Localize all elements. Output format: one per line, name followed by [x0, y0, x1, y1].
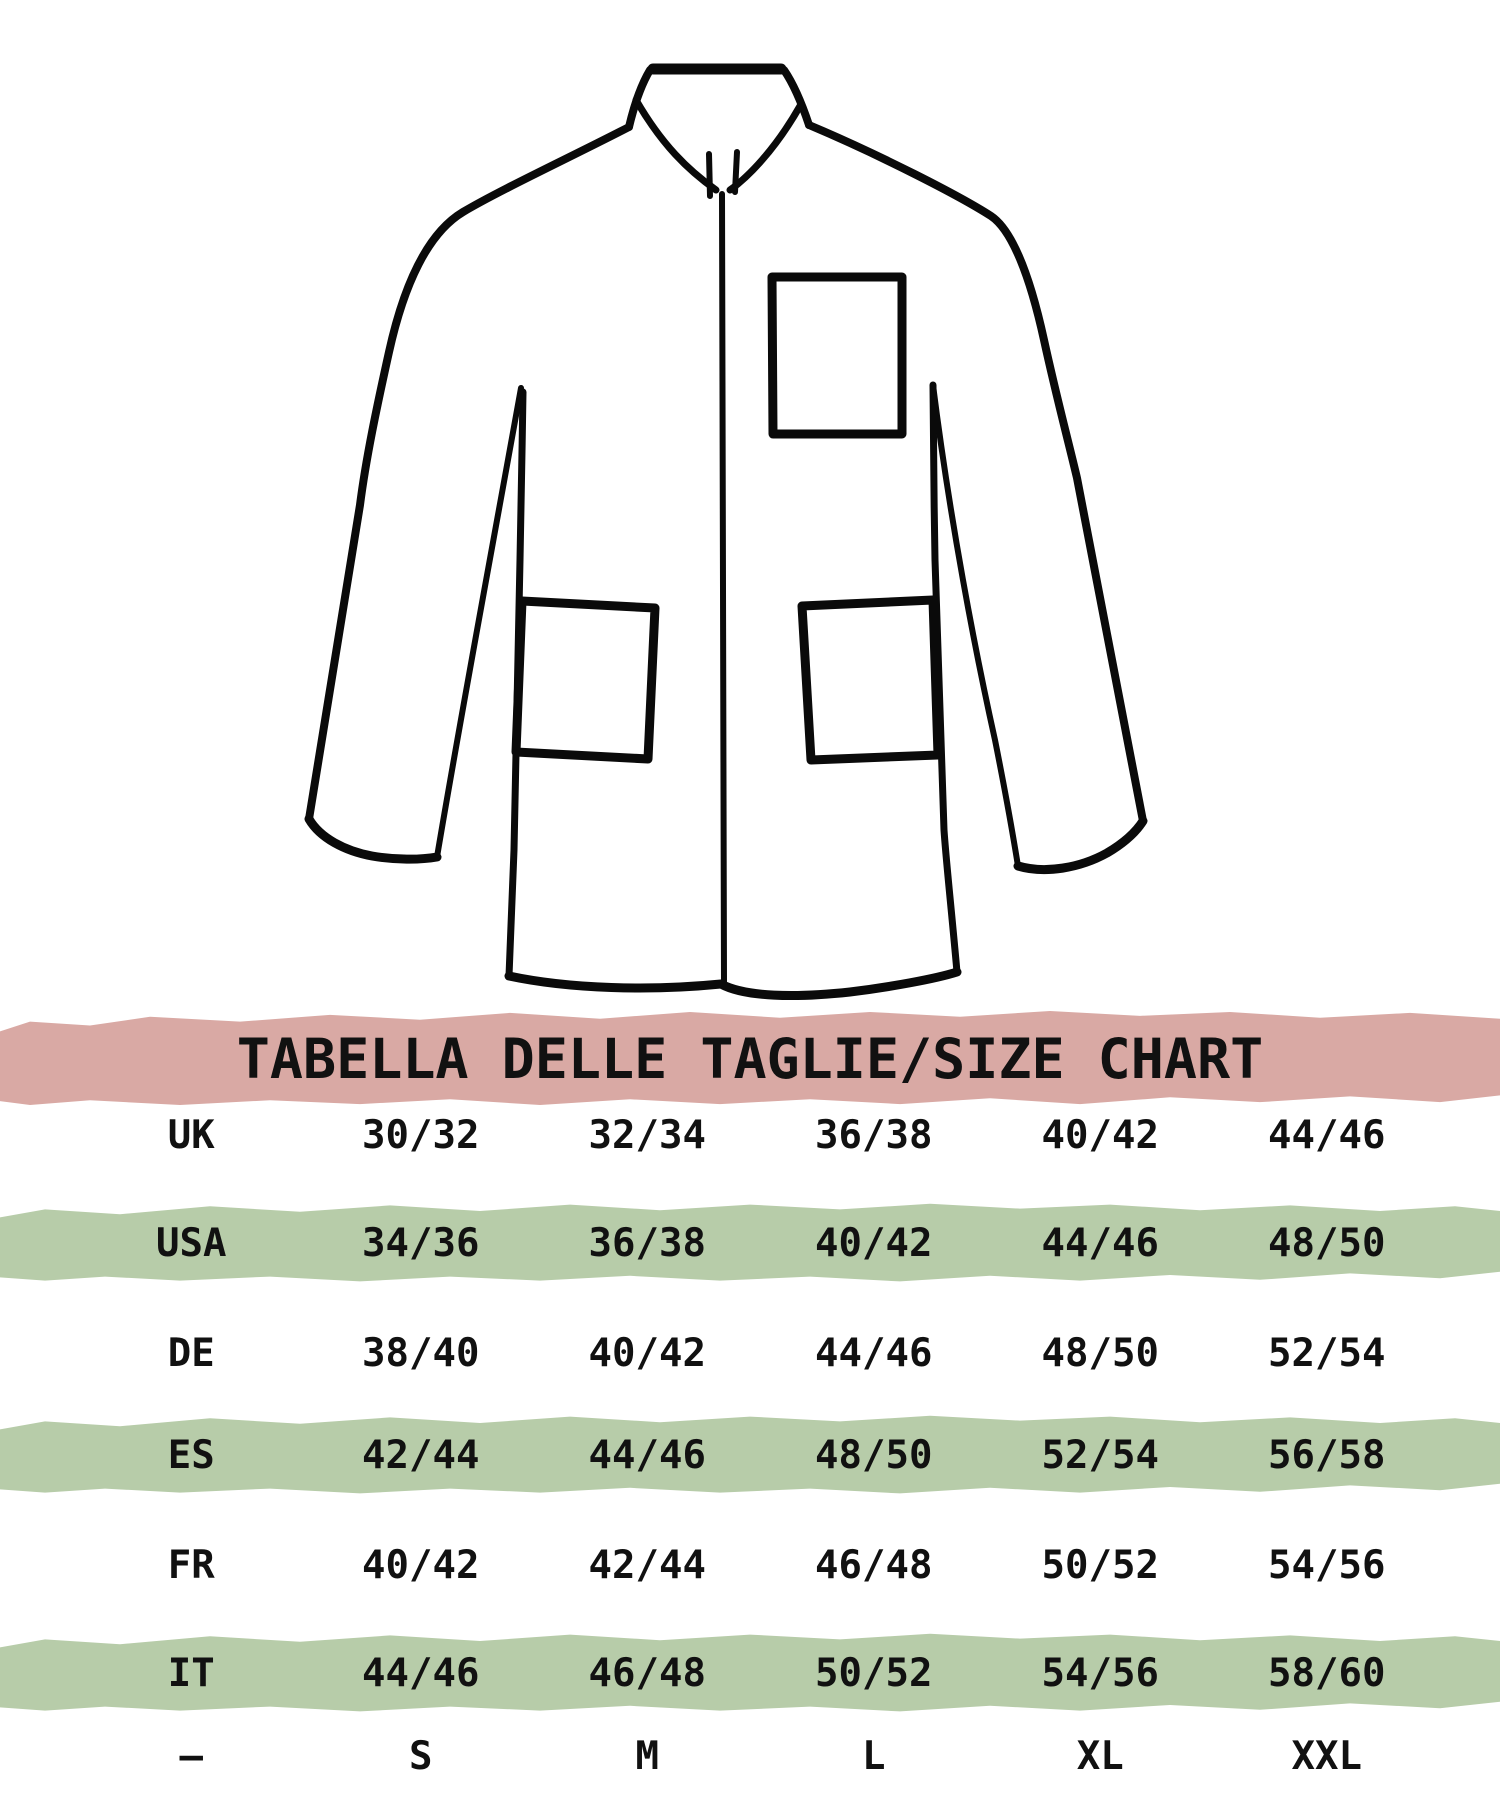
- size-cell: 38/40: [362, 1330, 480, 1376]
- jacket-collar-right: [780, 66, 813, 129]
- table-row: – S M L XL XXL: [0, 1712, 1500, 1800]
- page-title: TABELLA DELLE TAGLIE/SIZE CHART: [236, 1026, 1264, 1091]
- size-cell: 50/52: [1041, 1542, 1159, 1588]
- size-cell: 48/50: [1268, 1220, 1386, 1266]
- jacket-placket-left: [706, 151, 713, 199]
- size-cell: 46/48: [588, 1650, 706, 1696]
- size-cell: L: [862, 1733, 886, 1779]
- row-label: USA: [156, 1220, 227, 1266]
- size-cell: 36/38: [815, 1112, 933, 1158]
- size-cell: XL: [1076, 1733, 1124, 1779]
- jacket-left-cuff: [304, 814, 442, 864]
- jacket-left-inner-sleeve: [434, 385, 524, 860]
- size-cell: 54/56: [1041, 1650, 1159, 1696]
- size-cell: 40/42: [588, 1330, 706, 1376]
- jacket-placket-right: [732, 149, 740, 195]
- size-cell: M: [635, 1733, 659, 1779]
- table-row: ES 42/44 44/46 48/50 52/54 56/58: [0, 1405, 1500, 1505]
- jacket-right-inner-sleeve: [930, 382, 1021, 869]
- highlight-band: [0, 1203, 1500, 1282]
- size-cell: 58/60: [1268, 1650, 1386, 1696]
- jacket-right-pocket: [797, 595, 943, 765]
- table-row: UK 30/32 32/34 36/38 40/42 44/46: [0, 1085, 1500, 1185]
- size-cell: 44/46: [588, 1432, 706, 1478]
- size-cell: XXL: [1291, 1733, 1362, 1779]
- size-cell: 32/34: [588, 1112, 706, 1158]
- size-cell: 48/50: [815, 1432, 933, 1478]
- title-banner: TABELLA DELLE TAGLIE/SIZE CHART: [0, 1010, 1500, 1106]
- row-label: FR: [167, 1542, 215, 1588]
- jacket-chest-pocket: [767, 272, 907, 439]
- size-cell: 42/44: [362, 1432, 480, 1478]
- size-cell: S: [409, 1733, 433, 1779]
- table-row: USA 34/36 36/38 40/42 44/46 48/50: [0, 1193, 1500, 1293]
- jacket-right-body: [929, 381, 961, 976]
- size-cell: 50/52: [815, 1650, 933, 1696]
- jacket-left-body: [505, 388, 527, 980]
- jacket-collar-left: [625, 66, 654, 131]
- size-cell: 44/46: [1041, 1220, 1159, 1266]
- size-cell: 46/48: [815, 1542, 933, 1588]
- size-cell: 56/58: [1268, 1432, 1386, 1478]
- table-row: IT 44/46 46/48 50/52 54/56 58/60: [0, 1623, 1500, 1723]
- size-cell: 40/42: [1041, 1112, 1159, 1158]
- size-cell: 40/42: [362, 1542, 480, 1588]
- row-label: ES: [167, 1432, 215, 1478]
- size-cell: 34/36: [362, 1220, 480, 1266]
- size-cell: 42/44: [588, 1542, 706, 1588]
- size-cell: 52/54: [1268, 1330, 1386, 1376]
- size-cell: 40/42: [815, 1220, 933, 1266]
- table-row: DE 38/40 40/42 44/46 48/50 52/54: [0, 1303, 1500, 1403]
- jacket-left-pocket: [511, 596, 660, 764]
- jacket-hem: [504, 967, 962, 1000]
- row-label: –: [179, 1733, 203, 1779]
- row-label: IT: [167, 1650, 215, 1696]
- jacket-center-line: [719, 191, 727, 986]
- jacket-left-outer: [305, 123, 633, 823]
- size-cell: 44/46: [362, 1650, 480, 1696]
- table-row: FR 40/42 42/44 46/48 50/52 54/56: [0, 1515, 1500, 1615]
- size-cell: 36/38: [588, 1220, 706, 1266]
- row-label: UK: [167, 1112, 215, 1158]
- size-cell: 48/50: [1041, 1330, 1159, 1376]
- size-cell: 54/56: [1268, 1542, 1386, 1588]
- jacket-right-outer: [805, 121, 1147, 825]
- highlight-band: [0, 1633, 1500, 1712]
- size-cell: 44/46: [1268, 1112, 1386, 1158]
- size-cell: 52/54: [1041, 1432, 1159, 1478]
- size-cell: 44/46: [815, 1330, 933, 1376]
- highlight-band: [0, 1415, 1500, 1494]
- jacket-right-cuff: [1013, 816, 1148, 875]
- row-label: DE: [167, 1330, 215, 1376]
- jacket-illustration: [304, 63, 1148, 1000]
- size-cell: 30/32: [362, 1112, 480, 1158]
